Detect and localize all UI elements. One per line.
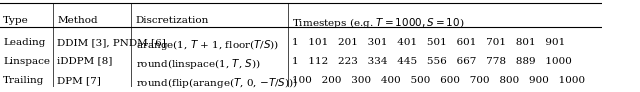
Text: DDIM [3], PNDM [6]: DDIM [3], PNDM [6] (57, 38, 166, 47)
Text: Timesteps (e.g. $T = 1000, S = 10$): Timesteps (e.g. $T = 1000, S = 10$) (292, 16, 465, 30)
Text: Discretization: Discretization (136, 16, 209, 25)
Text: round(flip(arange($T$, 0, $-T$/$S$))): round(flip(arange($T$, 0, $-T$/$S$))) (136, 76, 298, 90)
Text: 100   200   300   400   500   600   700   800   900   1000: 100 200 300 400 500 600 700 800 900 1000 (292, 76, 585, 85)
Text: Type: Type (3, 16, 29, 25)
Text: DPM [7]: DPM [7] (57, 76, 101, 85)
Text: iDDPM [8]: iDDPM [8] (57, 57, 113, 66)
Text: round(linspace(1, $T$, $S$)): round(linspace(1, $T$, $S$)) (136, 57, 260, 71)
Text: Trailing: Trailing (3, 76, 44, 85)
Text: arange(1, $T$ + 1, floor($T$/$S$)): arange(1, $T$ + 1, floor($T$/$S$)) (136, 38, 279, 52)
Text: Linspace: Linspace (3, 57, 50, 66)
Text: Method: Method (57, 16, 98, 25)
Text: 1   101   201   301   401   501   601   701   801   901: 1 101 201 301 401 501 601 701 801 901 (292, 38, 565, 47)
Text: 1   112   223   334   445   556   667   778   889   1000: 1 112 223 334 445 556 667 778 889 1000 (292, 57, 572, 66)
Text: Leading: Leading (3, 38, 45, 47)
